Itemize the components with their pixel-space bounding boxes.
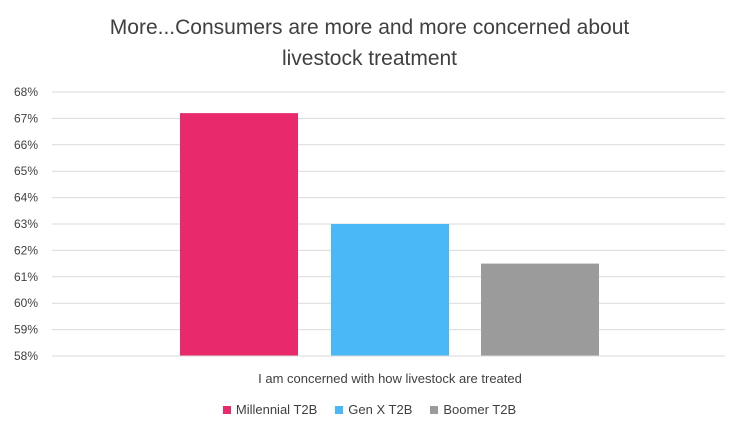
- y-tick-label: 65%: [14, 164, 38, 178]
- legend-label-millennial: Millennial T2B: [235, 402, 318, 417]
- bar-boomer-t2b: [481, 263, 599, 356]
- chart-title-line-2: livestock treatment: [281, 47, 458, 70]
- legend-item-gen-x: Gen X T2B: [335, 402, 412, 417]
- gridlines: [52, 91, 725, 331]
- y-tick-label: 68%: [14, 85, 38, 99]
- legend-swatch-gen-x: [335, 405, 344, 414]
- y-tick-label: 67%: [14, 111, 38, 125]
- y-tick-label: 62%: [14, 243, 38, 257]
- legend-swatch-millennial: [222, 405, 231, 414]
- bar-millennial-t2b: [180, 113, 298, 357]
- y-tick-label: 64%: [14, 191, 38, 205]
- y-tick-label: 59%: [14, 323, 38, 337]
- legend: Millennial T2B Gen X T2B Boomer T2B: [0, 402, 739, 417]
- chart-title-line-1: More...Consumers are more and more conce…: [109, 16, 630, 39]
- bar-chart-plot: 58% 59% 60% 61% 62% 63% 64% 65% 66% 67% 68% I am c…: [14, 85, 725, 386]
- y-tick-label: 63%: [14, 217, 38, 231]
- legend-label-gen-x: Gen X T2B: [348, 402, 413, 417]
- bar-gen-x-t2b: [331, 224, 449, 356]
- legend-swatch-boomer: [430, 405, 439, 414]
- bars: [180, 113, 599, 357]
- x-category-label: I am concerned with how livestock are tr…: [258, 371, 522, 386]
- legend-label-boomer: Boomer T2B: [443, 402, 517, 417]
- y-tick-label: 58%: [14, 349, 38, 363]
- y-tick-label: 61%: [14, 270, 38, 284]
- y-axis-tick-labels: 58% 59% 60% 61% 62% 63% 64% 65% 66% 67% 68%: [14, 85, 38, 363]
- legend-item-millennial: Millennial T2B: [222, 402, 318, 417]
- y-tick-label: 66%: [14, 138, 38, 152]
- legend-item-boomer: Boomer T2B: [430, 402, 516, 417]
- y-tick-label: 60%: [14, 296, 38, 310]
- chart-title: More...Consumers are more and more conce…: [0, 12, 739, 74]
